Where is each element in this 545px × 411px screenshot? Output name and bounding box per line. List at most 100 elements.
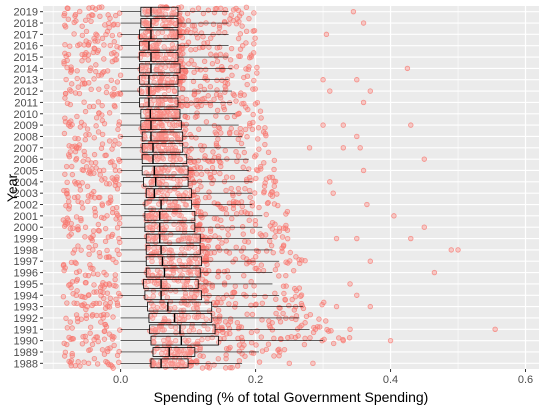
y-tick-label: 2015	[14, 52, 38, 64]
y-tick-label: 2011	[14, 97, 38, 109]
outlier-point	[448, 247, 454, 253]
jitter-point	[91, 135, 97, 141]
jitter-point	[221, 280, 228, 286]
jitter-point	[241, 342, 247, 348]
jitter-point	[98, 288, 104, 294]
jitter-point	[254, 64, 260, 71]
outlier-point	[391, 213, 397, 219]
jitter-point	[104, 247, 110, 254]
jitter-point	[68, 66, 75, 73]
jitter-point	[191, 61, 197, 68]
jitter-point	[114, 79, 121, 85]
jitter-point	[183, 96, 190, 103]
jitter-point	[273, 310, 279, 317]
y-tick-label: 1998	[14, 245, 38, 257]
jitter-point	[307, 312, 314, 318]
jitter-point	[82, 224, 89, 230]
jitter-point	[215, 274, 221, 280]
x-tick-label: 0.0	[113, 374, 128, 386]
jitter-point	[236, 358, 243, 364]
jitter-point	[233, 199, 239, 205]
jitter-point	[183, 29, 190, 35]
jitter-point	[171, 205, 177, 211]
jitter-point	[217, 51, 224, 57]
jitter-point	[179, 246, 185, 252]
jitter-point	[198, 209, 204, 215]
jitter-point	[76, 90, 83, 97]
jitter-point	[152, 215, 158, 222]
jitter-point	[73, 260, 79, 267]
jitter-point	[240, 164, 246, 170]
jitter-point	[256, 359, 263, 365]
jitter-point	[102, 322, 108, 328]
jitter-point	[242, 353, 248, 359]
jitter-point	[84, 183, 91, 190]
jitter-point	[111, 102, 118, 109]
x-tick-label: 0.2	[248, 374, 263, 386]
jitter-point	[242, 238, 248, 245]
jitter-point	[204, 295, 210, 302]
jitter-point	[220, 100, 226, 106]
jitter-point	[102, 238, 109, 245]
jitter-point	[73, 155, 80, 162]
jitter-point	[185, 18, 192, 24]
jitter-point	[231, 289, 238, 296]
jitter-point	[109, 32, 116, 39]
jitter-point	[207, 102, 214, 109]
jitter-point	[234, 319, 241, 326]
jitter-point	[116, 215, 123, 221]
jitter-point	[182, 113, 188, 119]
jitter-point	[210, 300, 217, 306]
jitter-point	[252, 217, 259, 224]
jitter-point	[283, 283, 289, 289]
jitter-point	[218, 205, 224, 211]
box-2013	[139, 74, 179, 85]
jitter-point	[85, 57, 91, 63]
jitter-point	[256, 204, 262, 211]
jitter-point	[103, 152, 109, 158]
jitter-point	[295, 333, 301, 339]
jitter-point	[235, 153, 242, 159]
box-2004	[143, 177, 189, 187]
jitter-point	[232, 283, 238, 289]
jitter-point	[192, 46, 199, 53]
jitter-point	[71, 247, 78, 253]
jitter-point	[93, 123, 99, 129]
jitter-point	[65, 5, 71, 12]
jitter-point	[274, 191, 280, 197]
jitter-point	[63, 163, 70, 170]
jitter-point	[107, 295, 114, 301]
jitter-point	[71, 194, 78, 201]
jitter-point	[302, 257, 308, 264]
jitter-point	[109, 158, 115, 165]
jitter-point	[95, 99, 102, 105]
outlier-point	[367, 258, 373, 264]
jitter-point	[253, 167, 260, 173]
jitter-point	[178, 167, 184, 173]
jitter-point	[196, 126, 202, 132]
jitter-point	[159, 61, 165, 68]
jitter-point	[269, 327, 276, 333]
jitter-point	[243, 4, 250, 11]
jitter-point	[153, 137, 159, 144]
jitter-point	[259, 317, 265, 323]
jitter-point	[79, 167, 85, 173]
jitter-point	[112, 276, 118, 283]
jitter-point	[111, 85, 117, 92]
jitter-point	[172, 144, 179, 151]
jitter-point	[297, 324, 303, 330]
jitter-point	[112, 12, 119, 19]
jitter-point	[284, 235, 291, 242]
jitter-point	[230, 7, 237, 13]
jitter-point	[316, 316, 322, 322]
jitter-point	[296, 285, 303, 291]
jitter-point	[61, 267, 67, 274]
jitter-point	[62, 95, 68, 101]
jitter-point	[249, 126, 256, 133]
jitter-point	[216, 235, 222, 241]
jitter-point	[214, 107, 221, 114]
jitter-point	[228, 45, 235, 52]
jitter-point	[276, 304, 282, 311]
jitter-point	[223, 365, 229, 371]
jitter-point	[223, 238, 229, 244]
